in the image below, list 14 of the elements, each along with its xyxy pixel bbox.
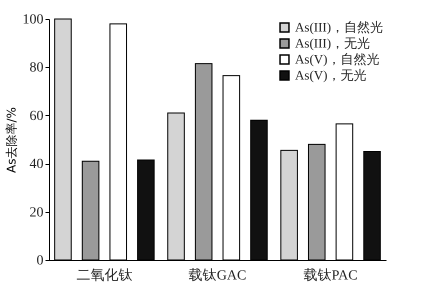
x-tick-label: 载钛PAC: [304, 268, 358, 284]
legend-label: As(V)，自然光: [295, 52, 380, 66]
y-axis-title: As去除率/%: [4, 107, 18, 173]
y-tick-label: 20: [30, 205, 44, 220]
y-tick-label: 60: [30, 108, 44, 124]
y-tick-label: 0: [36, 254, 44, 268]
y-tick-label: 100: [22, 12, 44, 28]
legend-label: As(V)，无光: [295, 68, 366, 82]
legend-label: As(III)，自然光: [295, 20, 384, 34]
x-tick-label: 载钛GAC: [188, 268, 246, 284]
y-tick-label: 40: [30, 157, 44, 172]
y-tick-label: 80: [30, 60, 44, 76]
x-tick-label: 二氧化钛: [76, 268, 132, 284]
legend-label: As(III)，无光: [295, 36, 370, 50]
